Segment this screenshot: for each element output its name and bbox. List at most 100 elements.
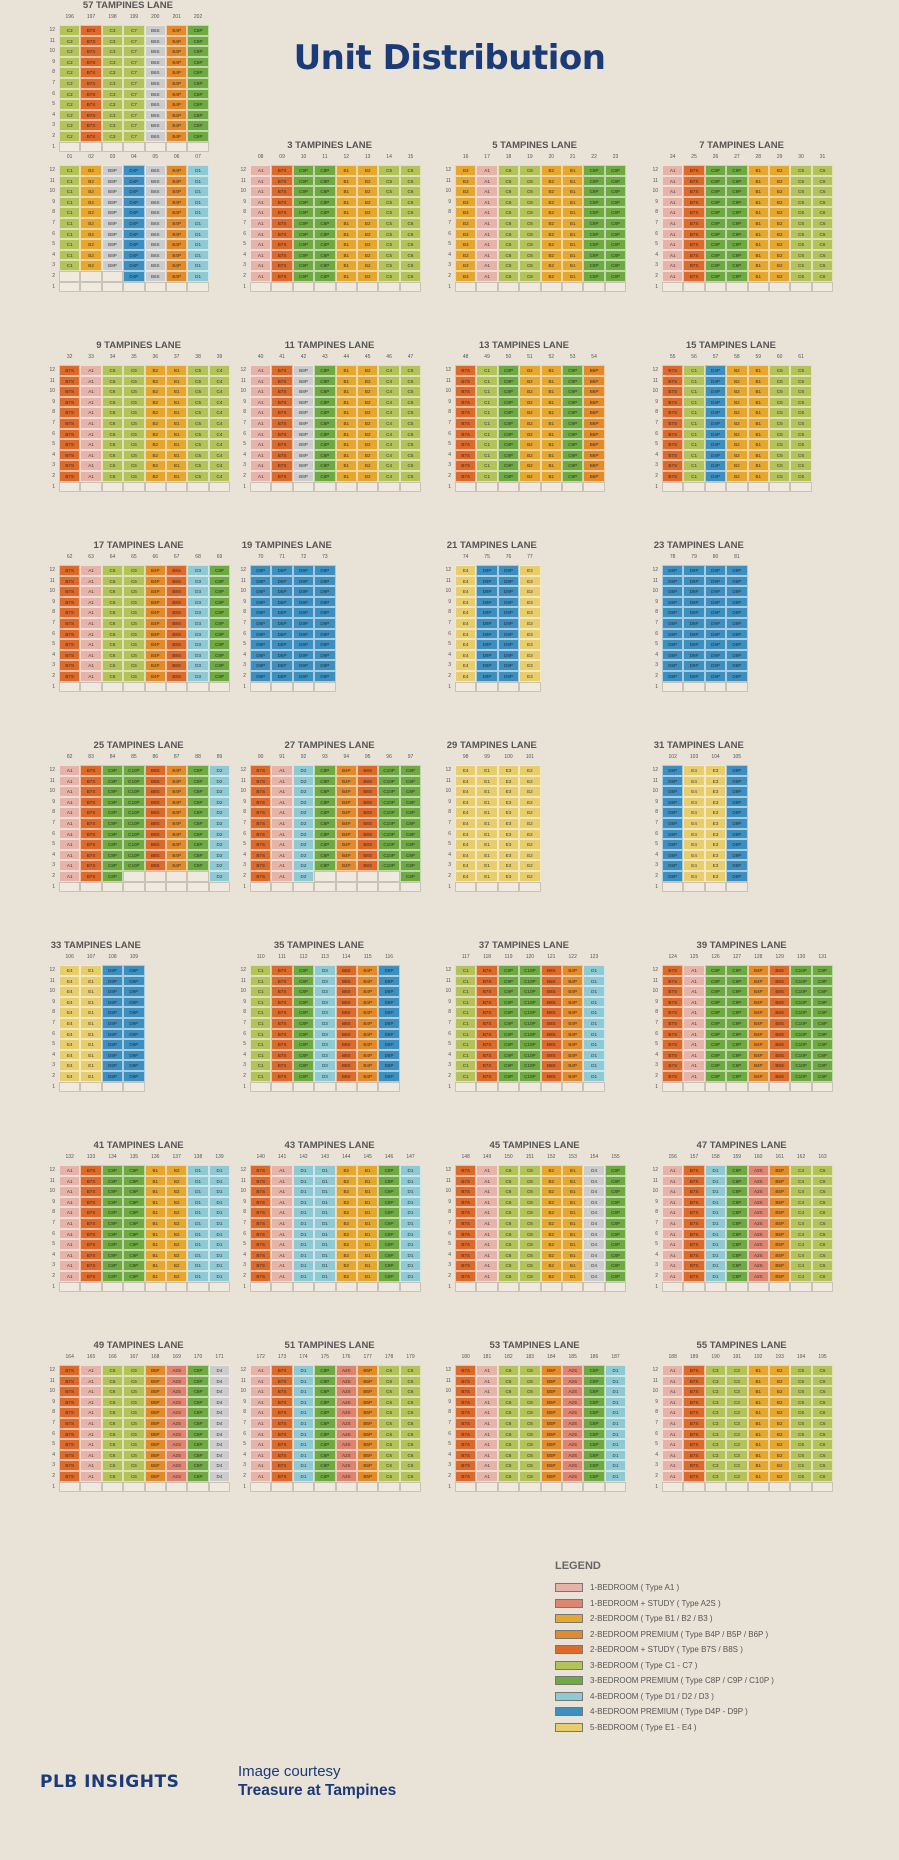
unit-cell: D4	[208, 1365, 231, 1376]
floor-number: 8	[448, 409, 451, 416]
floor-number: 3	[243, 1262, 246, 1269]
floor-number: 9	[655, 998, 658, 1005]
unit-cell: D1	[604, 1460, 627, 1471]
unit-cell	[144, 681, 166, 693]
unit-cell: A1	[250, 249, 272, 261]
unit-cell: D8P	[497, 639, 520, 650]
unit-cell	[497, 1281, 520, 1293]
unit-cell: D8P	[250, 639, 272, 650]
unit-cell: C2	[59, 35, 81, 47]
unit-cell: C6	[399, 1471, 422, 1482]
unit-cell: E4	[455, 565, 477, 576]
unit-cell: B7S	[80, 849, 102, 861]
floor-number: 2	[448, 1073, 451, 1079]
unit-number: 152	[547, 1154, 556, 1160]
unit-cell: D9P	[704, 607, 727, 618]
unit-cell: B2	[540, 1249, 562, 1261]
unit-cell	[101, 681, 124, 693]
unit-cell	[271, 1281, 293, 1293]
unit-cell: C6	[519, 271, 541, 282]
unit-cell: B7S	[59, 1386, 81, 1397]
floor-number: 2	[448, 873, 451, 879]
unit-cell: B7S	[80, 109, 102, 121]
unit-cell: B2	[357, 207, 379, 218]
unit-cell: C8P	[583, 1365, 605, 1376]
unit-cell: A1	[271, 818, 293, 829]
unit-cell: B7S	[271, 471, 293, 482]
unit-cell: B7S	[59, 649, 81, 661]
unit-cell: B7S	[80, 1186, 102, 1197]
unit-cell: B7S	[683, 1228, 705, 1240]
unit-cell: C8P	[726, 1228, 748, 1240]
unit-cell	[790, 1481, 812, 1493]
unit-cell: C8P	[604, 239, 627, 250]
unit-cell: D8P	[378, 1060, 400, 1071]
unit-cell: B7S	[476, 975, 498, 987]
unit-cell: C8P	[497, 396, 520, 408]
unit-cell: C5	[187, 396, 209, 408]
unit-cell: B8S	[357, 849, 379, 861]
floor-number: 9	[243, 598, 246, 605]
unit-number: 127	[732, 954, 742, 960]
unit-cell: B7S	[59, 1407, 81, 1418]
unit-cell: B2	[769, 1471, 791, 1482]
unit-cell: C6	[399, 175, 422, 187]
unit-cell: B2	[769, 207, 791, 218]
unit-cell: C8P	[726, 1186, 748, 1197]
floor-number: 8	[655, 409, 658, 416]
unit-number: 134	[108, 1154, 117, 1160]
unit-cell: B2	[519, 439, 541, 450]
unit-cell: C9P	[378, 1175, 400, 1187]
unit-cell: C6	[123, 1471, 145, 1482]
unit-cell: B4P	[357, 996, 379, 1008]
unit-cell: C6	[811, 1186, 834, 1197]
unit-cell	[583, 1481, 605, 1493]
floor-number: 4	[448, 651, 451, 658]
unit-cell: E3	[704, 765, 727, 776]
unit-cell: B2	[519, 375, 541, 387]
unit-cell: C6	[123, 1418, 145, 1429]
unit-number: 114	[342, 954, 351, 960]
unit-cell: B5P	[357, 1407, 379, 1418]
unit-number: 149	[482, 1154, 492, 1160]
unit-cell: B2	[357, 418, 379, 429]
unit-cell: B1	[747, 228, 769, 240]
unit-cell: B7S	[683, 1249, 705, 1261]
unit-cell: C5	[399, 407, 422, 418]
unit-cell: B7S	[59, 439, 81, 450]
unit-cell: C4	[208, 449, 231, 461]
floor-number: 8	[655, 1009, 658, 1016]
unit-cell: E3	[497, 860, 520, 871]
unit-cell: B7S	[683, 1471, 705, 1482]
unit-cell: B7S	[250, 807, 272, 818]
unit-number: 47	[407, 354, 414, 360]
unit-cell: B2	[144, 460, 166, 471]
floor-number: 4	[243, 1451, 246, 1458]
unit-cell: D4	[208, 1449, 231, 1461]
unit-number: 181	[482, 1354, 492, 1360]
unit-cell: A1	[80, 396, 102, 408]
unit-number: 94	[343, 754, 350, 760]
unit-cell: E1	[476, 807, 498, 818]
unit-cell: B7S	[662, 1028, 684, 1040]
floor-number: 2	[52, 1473, 55, 1479]
unit-cell: D8P	[497, 565, 520, 576]
unit-cell: C10P	[790, 965, 812, 976]
floor-number: 3	[243, 462, 246, 469]
floor-number: 10	[445, 1188, 451, 1195]
unit-cell: C5	[378, 260, 400, 271]
unit-cell: A1	[476, 1165, 498, 1176]
unit-cell: C9P	[292, 271, 315, 282]
unit-cell: B7S	[455, 428, 477, 440]
unit-cell: C9P	[726, 1007, 748, 1018]
unit-cell: E4	[683, 871, 705, 882]
unit-cell: D2	[292, 871, 315, 882]
unit-cell: D8P	[497, 607, 520, 618]
floor-number: 1	[243, 483, 246, 490]
unit-cell: A1	[662, 1396, 684, 1408]
unit-cell: C8P	[314, 186, 336, 197]
unit-number: 176	[342, 1354, 351, 1360]
unit-number: 201	[172, 14, 181, 20]
unit-cell: E3	[704, 871, 727, 882]
unit-cell: E4	[455, 871, 477, 882]
